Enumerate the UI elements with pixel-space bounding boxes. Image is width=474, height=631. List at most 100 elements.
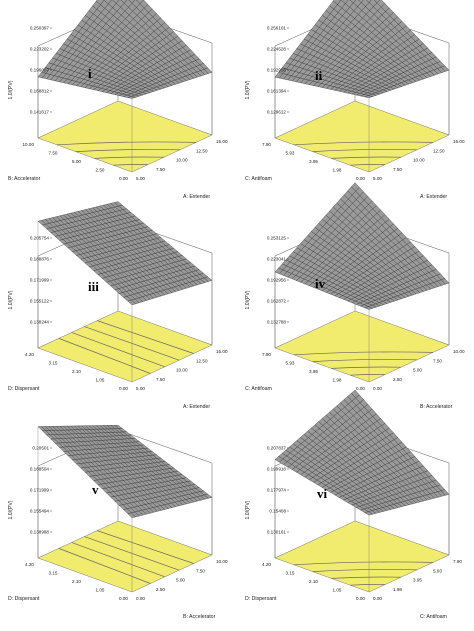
x-tick-label: 10.00 [216,559,228,564]
contour-line [331,156,402,159]
contour-line [75,149,181,152]
mesh-cell [128,0,136,4]
contour-floor [274,520,450,593]
panel-label: vi [317,486,328,501]
z-axis: 0.138244 0.155122 0.171999 0.188876 0.205754… [8,236,52,325]
x-axis: 0.00 2.50 5.00 7.50 10.00 B: Accelerator [373,349,465,410]
x-tick-label: 5.00 [176,578,185,583]
drop-lines [37,221,213,382]
mesh-cell [345,0,354,8]
z-tick-label: 0.15408 [269,509,286,514]
contour-line [350,374,386,376]
response-surface [37,201,213,306]
x-tick-label: 7.50 [156,167,165,172]
z-tick-label: 0.188504 [30,467,50,472]
z-tick-label: 0.20501 [32,446,49,451]
z-tick-label: 0.171999 [30,488,50,493]
z-tick-label: 0.162872 [267,299,287,304]
x-tick-label: 5.00 [373,176,382,181]
response-surface [274,389,450,516]
y-tick-label: 0.00 [119,596,128,601]
contour-line [331,576,402,579]
mesh-cell [113,425,123,429]
mesh-cell [351,389,360,399]
z-tick-label: 0.223041 [267,257,287,262]
y-tick-label: 2.50 [96,168,105,173]
z-axis-label: 1.0/(PV) [8,80,14,99]
z-tick-label: 0.205754 [30,236,50,241]
panel-label: ii [315,68,323,83]
mesh-cell [136,0,144,4]
z-axis: 0.138988 0.155494 0.171999 0.188504 0.20501 1… [8,446,52,535]
z-tick-label: 0.161394 [267,89,287,94]
x-tick-label: 5.93 [433,568,442,573]
x-tick-label: 5.00 [413,368,422,373]
x-tick-label: 3.95 [413,578,422,583]
z-tick-label: 0.138988 [30,530,50,535]
contour-line [71,332,165,368]
mesh-cell [120,0,128,4]
z-axis: 0.141617 0.168812 0.196007 0.223202 0.250397… [8,26,52,115]
z-tick-label: 0.171999 [30,278,50,283]
x-axis: 5.00 7.50 10.00 12.50 15.00 A: Extender [373,139,465,200]
z-axis-label: 1.0/(PV) [245,500,251,519]
x-axis-label: A: Extender [183,404,210,410]
response-surface [37,0,213,99]
contour-floor [274,100,450,173]
z-tick-label: 0.188876 [30,257,50,262]
mesh-cell [373,0,380,4]
z-axis-label: 1.0/(PV) [245,290,251,309]
y-tick-label: 0.00 [356,176,365,181]
y-tick-label: 0.00 [356,596,365,601]
y-tick-label: 3.95 [309,159,318,164]
y-tick-label: 7.90 [262,352,271,357]
surface-plot-panel-1: 0.141617 0.168812 0.196007 0.223202 0.250397… [0,0,237,210]
x-axis-label: C: Antifoam [420,614,447,620]
contour-lines [293,351,434,376]
mesh-cell [353,0,362,7]
y-axis-label: D: Dispersant [245,596,277,602]
y-tick-label: 1.98 [333,378,342,383]
z-tick-label: 0.224528 [267,47,287,52]
y-axis: 0.00 1.05 2.10 3.15 4.20 D: Dispersant [8,352,128,392]
contour-line [312,149,418,152]
mesh-cell [358,0,364,3]
contour-line [56,141,197,146]
contour-line [293,351,434,356]
y-tick-label: 5.93 [286,151,295,156]
contour-floor [37,520,213,593]
contour-line [94,156,165,159]
mesh-cell [139,0,149,9]
y-axis-label: B: Accelerator [8,176,41,182]
panel-label: iv [315,276,326,291]
y-tick-label: 1.05 [333,588,342,593]
contour-line [97,530,194,564]
y-axis: 0.00 1.98 3.95 5.93 7.90 C: Antifoam [245,142,365,182]
x-tick-label: 15.00 [216,139,228,144]
contour-line [312,359,418,362]
response-surface [274,182,450,310]
y-tick-label: 0.00 [356,386,365,391]
surface-plot-panel-2: 0.129612 0.161394 0.192956 0.224528 0.256101… [237,0,474,210]
contour-lines [58,320,194,374]
z-tick-label: 0.155494 [30,509,50,514]
x-tick-label: 10.00 [176,368,188,373]
z-tick-label: 0.196007 [30,68,50,73]
mesh-cell [366,0,372,3]
contour-floor [274,310,450,383]
z-tick-label: 0.192956 [267,278,287,283]
z-axis: 0.130161 0.15408 0.177974 0.199918 0.207837 1… [245,446,289,535]
surface-plot-svg: 0.138244 0.155122 0.171999 0.188876 0.205754… [8,201,228,410]
z-tick-label: 0.253125 [267,236,287,241]
x-tick-label: 10.00 [176,158,188,163]
response-surface [274,0,450,99]
contour-line [331,366,402,369]
mesh-cell [376,0,386,8]
z-axis: 0.129612 0.161394 0.192956 0.224528 0.256101… [245,26,289,115]
x-tick-label: 2.50 [393,377,402,382]
x-tick-label: 10.00 [453,349,465,354]
x-tick-label: 12.50 [433,148,445,153]
y-axis: 0.00 2.50 5.00 7.50 10.00 B: Accelerator [8,142,128,182]
x-tick-label: 1.98 [393,587,402,592]
contour-lines [293,141,434,166]
